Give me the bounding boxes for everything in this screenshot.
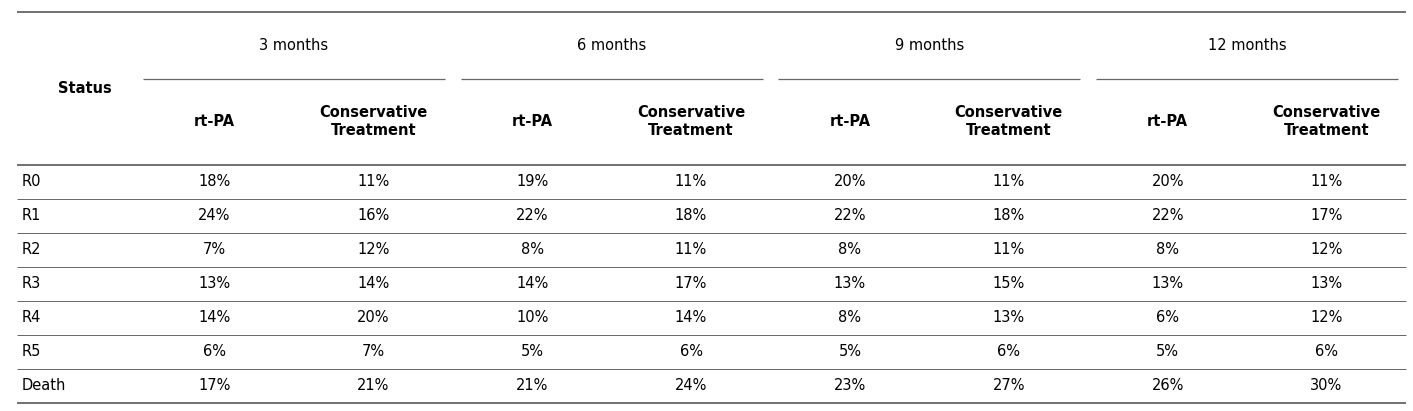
Text: 11%: 11% [993, 174, 1024, 189]
Text: 19%: 19% [516, 174, 548, 189]
Text: 12 months: 12 months [1208, 38, 1286, 53]
Text: 12%: 12% [357, 242, 390, 257]
Text: 22%: 22% [834, 208, 866, 223]
Text: 7%: 7% [362, 344, 384, 359]
Text: 12%: 12% [1310, 242, 1342, 257]
Text: Status: Status [58, 81, 112, 96]
Text: 11%: 11% [1310, 174, 1342, 189]
Text: rt-PA: rt-PA [829, 114, 870, 129]
Text: 30%: 30% [1310, 378, 1342, 393]
Text: 17%: 17% [1310, 208, 1342, 223]
Text: Conservative
Treatment: Conservative Treatment [955, 106, 1063, 138]
Text: R1: R1 [21, 208, 41, 223]
Text: 5%: 5% [838, 344, 862, 359]
Text: 5%: 5% [520, 344, 544, 359]
Text: 8%: 8% [838, 242, 862, 257]
Text: 12%: 12% [1310, 310, 1342, 325]
Text: 22%: 22% [516, 208, 548, 223]
Text: 8%: 8% [520, 242, 544, 257]
Text: R5: R5 [21, 344, 41, 359]
Text: 21%: 21% [357, 378, 390, 393]
Text: 24%: 24% [198, 208, 230, 223]
Text: 6%: 6% [680, 344, 702, 359]
Text: 20%: 20% [357, 310, 390, 325]
Text: 14%: 14% [516, 276, 548, 291]
Text: 13%: 13% [198, 276, 230, 291]
Text: 6 months: 6 months [577, 38, 646, 53]
Text: Conservative
Treatment: Conservative Treatment [319, 106, 428, 138]
Text: 14%: 14% [198, 310, 230, 325]
Text: 26%: 26% [1152, 378, 1184, 393]
Text: 7%: 7% [203, 242, 226, 257]
Text: rt-PA: rt-PA [1147, 114, 1188, 129]
Text: rt-PA: rt-PA [512, 114, 552, 129]
Text: 18%: 18% [198, 174, 230, 189]
Text: R3: R3 [21, 276, 41, 291]
Text: R4: R4 [21, 310, 41, 325]
Text: 11%: 11% [675, 174, 706, 189]
Text: 3 months: 3 months [260, 38, 328, 53]
Text: 13%: 13% [834, 276, 866, 291]
Text: R2: R2 [21, 242, 41, 257]
Text: 16%: 16% [357, 208, 390, 223]
Text: 9 months: 9 months [894, 38, 964, 53]
Text: 6%: 6% [998, 344, 1020, 359]
Text: 5%: 5% [1156, 344, 1178, 359]
Text: 14%: 14% [357, 276, 390, 291]
Text: 21%: 21% [516, 378, 548, 393]
Text: 15%: 15% [993, 276, 1024, 291]
Text: 23%: 23% [834, 378, 866, 393]
Text: 11%: 11% [993, 242, 1024, 257]
Text: 8%: 8% [838, 310, 862, 325]
Text: 17%: 17% [675, 276, 708, 291]
Text: 20%: 20% [834, 174, 866, 189]
Text: Conservative
Treatment: Conservative Treatment [637, 106, 745, 138]
Text: 14%: 14% [675, 310, 706, 325]
Text: rt-PA: rt-PA [194, 114, 235, 129]
Text: 8%: 8% [1156, 242, 1178, 257]
Text: 22%: 22% [1152, 208, 1184, 223]
Text: 18%: 18% [675, 208, 706, 223]
Text: Conservative
Treatment: Conservative Treatment [1272, 106, 1381, 138]
Text: 27%: 27% [992, 378, 1024, 393]
Text: 11%: 11% [357, 174, 390, 189]
Text: 6%: 6% [1316, 344, 1338, 359]
Text: 11%: 11% [675, 242, 706, 257]
Text: Death: Death [21, 378, 65, 393]
Text: 13%: 13% [993, 310, 1024, 325]
Text: 13%: 13% [1152, 276, 1184, 291]
Text: 17%: 17% [198, 378, 230, 393]
Text: R0: R0 [21, 174, 41, 189]
Text: 6%: 6% [1156, 310, 1178, 325]
Text: 6%: 6% [203, 344, 226, 359]
Text: 13%: 13% [1310, 276, 1342, 291]
Text: 20%: 20% [1152, 174, 1184, 189]
Text: 18%: 18% [993, 208, 1024, 223]
Text: 24%: 24% [675, 378, 708, 393]
Text: 10%: 10% [516, 310, 548, 325]
